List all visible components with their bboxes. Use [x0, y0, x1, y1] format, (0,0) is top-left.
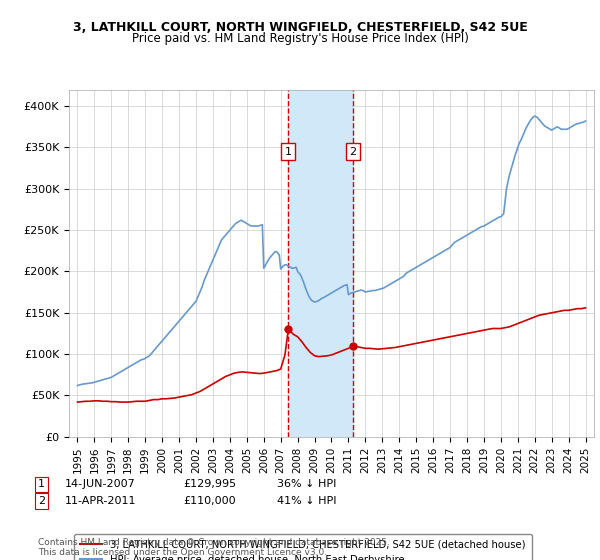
Text: 2: 2	[350, 147, 357, 157]
Bar	[289, 90, 353, 437]
Text: £110,000: £110,000	[183, 496, 236, 506]
Text: Contains HM Land Registry data © Crown copyright and database right 2025.
This d: Contains HM Land Registry data © Crown c…	[38, 538, 389, 557]
Text: 11-APR-2011: 11-APR-2011	[65, 496, 136, 506]
Text: 36% ↓ HPI: 36% ↓ HPI	[277, 479, 337, 489]
Text: 41% ↓ HPI: 41% ↓ HPI	[277, 496, 337, 506]
Text: 2: 2	[38, 496, 45, 506]
Text: 1: 1	[285, 147, 292, 157]
Text: 14-JUN-2007: 14-JUN-2007	[65, 479, 136, 489]
Text: 3, LATHKILL COURT, NORTH WINGFIELD, CHESTERFIELD, S42 5UE: 3, LATHKILL COURT, NORTH WINGFIELD, CHES…	[73, 21, 527, 34]
Text: £129,995: £129,995	[183, 479, 236, 489]
Text: Price paid vs. HM Land Registry's House Price Index (HPI): Price paid vs. HM Land Registry's House …	[131, 32, 469, 45]
Legend: 3, LATHKILL COURT, NORTH WINGFIELD, CHESTERFIELD, S42 5UE (detached house), HPI:: 3, LATHKILL COURT, NORTH WINGFIELD, CHES…	[74, 534, 532, 560]
Text: 1: 1	[38, 479, 45, 489]
